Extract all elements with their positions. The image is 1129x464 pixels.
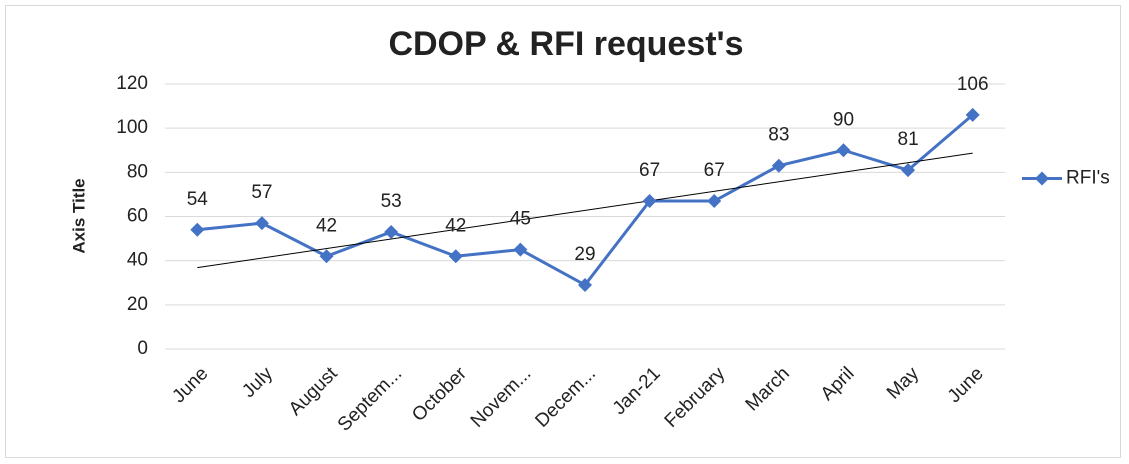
data-label: 81 <box>898 129 919 150</box>
data-label: 57 <box>251 182 272 203</box>
y-tick-label: 80 <box>127 161 148 182</box>
trendline <box>197 152 973 269</box>
y-tick-label: 120 <box>116 73 148 94</box>
legend-marker <box>1035 171 1049 186</box>
data-label: 106 <box>957 74 989 95</box>
data-label: 29 <box>574 244 595 265</box>
data-label: 67 <box>704 160 725 181</box>
data-label: 42 <box>316 215 337 236</box>
marker <box>254 216 269 231</box>
y-axis-title: Axis Title <box>69 178 88 253</box>
marker <box>965 107 980 122</box>
marker <box>642 194 657 209</box>
legend-label: RFI's <box>1066 168 1110 189</box>
y-tick-label: 100 <box>116 117 148 138</box>
marker <box>771 158 786 173</box>
marker <box>901 163 916 178</box>
data-label: 90 <box>833 109 854 130</box>
marker <box>319 249 334 264</box>
y-tick-label: 20 <box>127 294 148 315</box>
marker <box>384 224 399 239</box>
data-label: 42 <box>445 215 466 236</box>
chart-title: CDOP & RFI request's <box>388 25 743 63</box>
marker <box>707 194 722 209</box>
y-tick-label: 0 <box>137 338 148 359</box>
marker <box>190 222 205 237</box>
data-label: 45 <box>510 209 531 230</box>
y-tick-label: 60 <box>127 206 148 227</box>
marker <box>836 143 851 158</box>
data-label: 54 <box>187 189 209 210</box>
marker <box>513 242 528 257</box>
marker <box>578 277 592 292</box>
marker <box>448 249 463 264</box>
data-label: 67 <box>639 160 660 181</box>
y-tick-label: 40 <box>127 250 148 271</box>
chart-border <box>5 5 1121 458</box>
data-label: 53 <box>381 191 402 212</box>
data-label: 83 <box>768 125 789 146</box>
